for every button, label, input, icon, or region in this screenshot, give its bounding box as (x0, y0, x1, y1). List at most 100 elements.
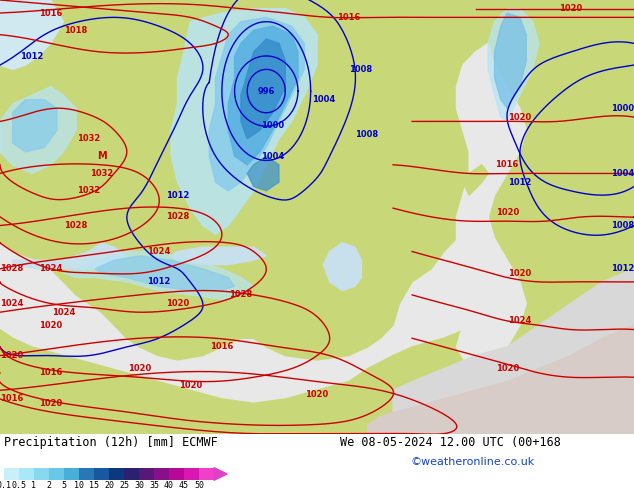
Text: 1008: 1008 (355, 130, 378, 139)
Text: 1020: 1020 (39, 321, 62, 330)
Text: 1012: 1012 (147, 277, 170, 286)
Text: 0.1: 0.1 (0, 481, 11, 490)
Text: 1032: 1032 (77, 186, 100, 196)
Text: 0.5: 0.5 (11, 481, 27, 490)
Bar (64, 467, 79, 480)
Bar (199, 467, 214, 480)
Polygon shape (0, 0, 634, 360)
Text: 1020: 1020 (559, 4, 582, 13)
Text: 45: 45 (179, 481, 189, 490)
Text: 1016: 1016 (39, 8, 62, 18)
Polygon shape (0, 87, 76, 173)
Polygon shape (0, 0, 63, 70)
Polygon shape (368, 325, 634, 434)
Polygon shape (0, 173, 101, 260)
Text: 1016: 1016 (39, 368, 62, 377)
Text: 1028: 1028 (166, 212, 189, 221)
Polygon shape (95, 256, 235, 291)
Bar (19, 467, 34, 480)
Text: 10: 10 (74, 481, 84, 490)
Text: 20: 20 (104, 481, 114, 490)
Text: 1024: 1024 (508, 317, 531, 325)
Text: 1020: 1020 (508, 269, 531, 278)
Polygon shape (214, 467, 227, 480)
Text: 1008: 1008 (611, 221, 634, 230)
Polygon shape (13, 100, 57, 152)
Text: 1032: 1032 (77, 134, 100, 143)
Polygon shape (393, 269, 634, 434)
Text: 1032: 1032 (90, 169, 113, 178)
Text: 1004: 1004 (261, 151, 284, 161)
Polygon shape (171, 247, 266, 265)
Text: 1028: 1028 (0, 265, 23, 273)
Text: 1012: 1012 (20, 52, 43, 61)
Text: 1000: 1000 (611, 104, 634, 113)
Text: 1028: 1028 (230, 291, 252, 299)
Text: 1004: 1004 (312, 95, 335, 104)
Text: 1012: 1012 (166, 191, 189, 199)
Text: 50: 50 (194, 481, 204, 490)
Polygon shape (228, 26, 298, 165)
Polygon shape (63, 251, 254, 299)
Text: 30: 30 (134, 481, 144, 490)
Polygon shape (495, 13, 526, 108)
Polygon shape (0, 260, 634, 434)
Text: 15: 15 (89, 481, 99, 490)
Text: 1020: 1020 (166, 299, 189, 308)
Text: 1020: 1020 (306, 390, 328, 399)
Polygon shape (456, 44, 526, 368)
Text: 1020: 1020 (179, 381, 202, 391)
Polygon shape (241, 39, 285, 139)
Text: ©weatheronline.co.uk: ©weatheronline.co.uk (410, 457, 534, 467)
Bar (109, 467, 124, 480)
Bar (79, 467, 94, 480)
Text: 1020: 1020 (508, 113, 531, 122)
Polygon shape (209, 17, 304, 191)
Polygon shape (488, 0, 634, 434)
Text: 1028: 1028 (65, 221, 87, 230)
Bar (139, 467, 154, 480)
Text: 1008: 1008 (349, 65, 372, 74)
Text: 1020: 1020 (128, 364, 151, 373)
Text: 1016: 1016 (337, 13, 360, 22)
Text: 2: 2 (46, 481, 51, 490)
Text: 1020: 1020 (496, 208, 519, 217)
Text: 1020: 1020 (39, 399, 62, 408)
Text: 1024: 1024 (0, 299, 23, 308)
Text: 1016: 1016 (210, 343, 233, 351)
Text: 1000: 1000 (261, 121, 284, 130)
Text: 40: 40 (164, 481, 174, 490)
Text: 1016: 1016 (0, 394, 23, 403)
Polygon shape (463, 165, 488, 195)
Polygon shape (13, 243, 127, 269)
Text: 996: 996 (257, 87, 275, 96)
Bar (169, 467, 184, 480)
Text: 25: 25 (119, 481, 129, 490)
Text: 35: 35 (149, 481, 159, 490)
Bar (124, 467, 139, 480)
Polygon shape (488, 9, 539, 122)
Text: 1020: 1020 (496, 364, 519, 373)
Text: 1004: 1004 (611, 169, 634, 178)
Text: 1020: 1020 (0, 351, 23, 360)
Text: 1024: 1024 (147, 247, 170, 256)
Bar (94, 467, 109, 480)
Bar (34, 467, 49, 480)
Text: 1012: 1012 (508, 178, 531, 187)
Text: M: M (96, 151, 107, 161)
Text: 1024: 1024 (39, 265, 62, 273)
Polygon shape (171, 9, 317, 234)
Bar (49, 467, 64, 480)
Text: 1024: 1024 (52, 308, 75, 317)
Polygon shape (247, 156, 279, 191)
Text: We 08-05-2024 12.00 UTC (00+168: We 08-05-2024 12.00 UTC (00+168 (340, 436, 561, 448)
Bar (4, 467, 19, 480)
Text: 1: 1 (32, 481, 37, 490)
Bar (184, 467, 199, 480)
Polygon shape (323, 243, 361, 291)
Text: 1016: 1016 (496, 160, 519, 169)
Text: 1012: 1012 (611, 265, 634, 273)
Bar (154, 467, 169, 480)
Text: 1018: 1018 (65, 26, 87, 35)
Text: Precipitation (12h) [mm] ECMWF: Precipitation (12h) [mm] ECMWF (4, 436, 217, 448)
